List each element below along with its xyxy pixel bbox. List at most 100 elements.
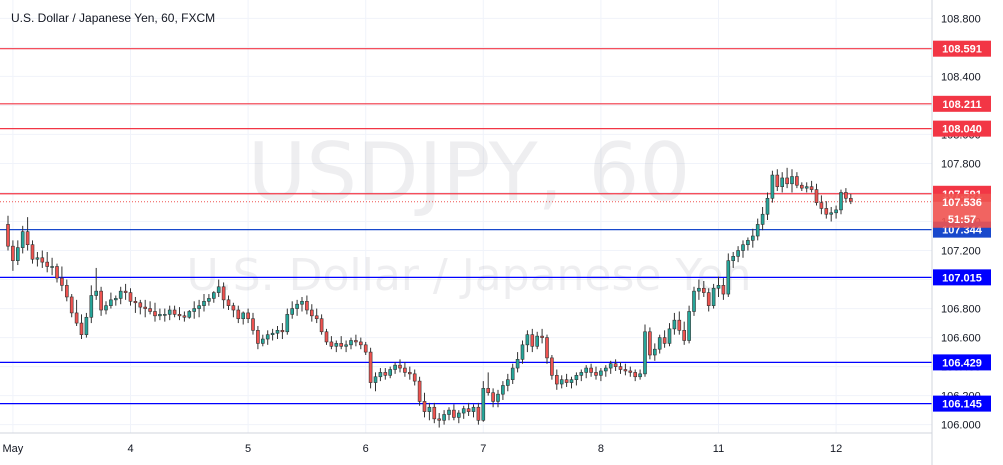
- candle-body: [447, 409, 451, 415]
- candle-body: [256, 330, 260, 344]
- candle-body: [25, 231, 30, 246]
- candle-body: [339, 343, 344, 347]
- price-tick-label: 107.800: [941, 158, 981, 170]
- candle-body: [363, 344, 368, 353]
- candle-body: [545, 337, 549, 359]
- candle-body: [456, 412, 461, 418]
- candle-body: [148, 308, 152, 312]
- candle-body: [491, 392, 495, 402]
- candle-body: [814, 189, 819, 203]
- candle-body: [501, 385, 505, 395]
- candle-body: [452, 409, 456, 418]
- candle-body: [118, 290, 123, 299]
- level-price-labels: 108.591108.211108.040107.591107.344107.0…: [933, 40, 991, 412]
- candle-body: [324, 331, 329, 343]
- candle-body: [182, 315, 187, 318]
- candle-body: [153, 311, 157, 317]
- time-tick-label: 5: [245, 443, 251, 455]
- candle-body: [212, 292, 216, 299]
- candle-body: [30, 244, 35, 260]
- candle-body: [750, 235, 755, 241]
- candle-body: [246, 312, 250, 320]
- resistance-line-label-bg: [933, 95, 991, 112]
- candle-body: [584, 367, 589, 373]
- candle-body: [202, 301, 206, 306]
- candle-body: [564, 379, 569, 383]
- candle-body: [765, 197, 770, 215]
- candle-body: [594, 372, 598, 376]
- candle-body: [554, 375, 559, 385]
- candle-body: [623, 369, 628, 372]
- candle-body: [677, 319, 682, 331]
- candle-body: [177, 314, 182, 317]
- candle-body: [334, 343, 339, 347]
- candle-body: [687, 311, 691, 341]
- candle-body: [540, 335, 544, 338]
- candle-body: [65, 285, 69, 298]
- candle-body: [265, 334, 270, 340]
- candle-body: [741, 244, 745, 251]
- candle-body: [226, 299, 231, 306]
- candle-body: [432, 406, 437, 420]
- candles: [6, 167, 853, 428]
- candle-body: [809, 186, 814, 190]
- candle-body: [197, 305, 201, 309]
- candle-body: [780, 177, 785, 187]
- time-tick-label: 6: [363, 443, 369, 455]
- candle-body: [829, 212, 834, 215]
- candle-body: [251, 318, 255, 331]
- candle-body: [114, 298, 118, 301]
- candle-body: [354, 340, 358, 343]
- candle-body: [746, 240, 750, 246]
- candle-body: [667, 328, 672, 344]
- candle-body: [486, 388, 491, 394]
- candle-body: [158, 314, 162, 317]
- candle-body: [599, 370, 603, 376]
- candle-body: [785, 177, 789, 185]
- price-tick-label: 106.800: [941, 304, 981, 316]
- candle-body: [731, 256, 736, 261]
- candle-body: [530, 334, 535, 347]
- candle-body: [89, 295, 94, 318]
- candle-body: [466, 408, 471, 412]
- candle-body: [358, 341, 363, 346]
- candle-body: [20, 231, 25, 248]
- resistance-line-label: 108.591: [942, 44, 982, 56]
- candle-body: [260, 338, 265, 344]
- candle-body: [839, 192, 843, 211]
- candle-body: [819, 202, 824, 209]
- candle-body: [515, 359, 520, 369]
- support-line-label: 106.145: [942, 399, 982, 411]
- candle-body: [682, 330, 687, 341]
- candle-body: [50, 266, 54, 268]
- time-axis[interactable]: May 4 5 6 7 8 11 12: [3, 443, 843, 455]
- candle-body: [280, 330, 285, 333]
- candle-body: [760, 213, 765, 225]
- candle-body: [618, 366, 623, 370]
- candle-body: [388, 369, 393, 376]
- candle-body: [496, 393, 500, 402]
- symbol-watermark: USDJPY, 60 U.S. Dollar / Japanese Yen: [187, 126, 752, 301]
- candle-body: [35, 257, 40, 260]
- price-tick-label: 108.400: [941, 71, 981, 83]
- candle-body: [275, 330, 280, 334]
- candle-body: [755, 224, 760, 237]
- price-tick-label: 106.600: [941, 333, 981, 345]
- price-tick-label: 106.000: [941, 420, 981, 432]
- candle-body: [736, 250, 740, 257]
- candle-body: [525, 334, 530, 346]
- candle-body: [422, 401, 427, 412]
- candle-body: [417, 380, 422, 402]
- candle-body: [398, 364, 402, 369]
- candle-body: [207, 298, 211, 302]
- candle-body: [608, 363, 613, 369]
- candle-body: [427, 406, 432, 412]
- candle-body: [104, 305, 108, 311]
- candle-body: [442, 414, 446, 421]
- candle-body: [84, 316, 89, 335]
- candle-body: [437, 418, 442, 421]
- countdown-label: 51:57: [948, 214, 976, 226]
- candle-body: [109, 299, 113, 306]
- candle-body: [221, 286, 226, 301]
